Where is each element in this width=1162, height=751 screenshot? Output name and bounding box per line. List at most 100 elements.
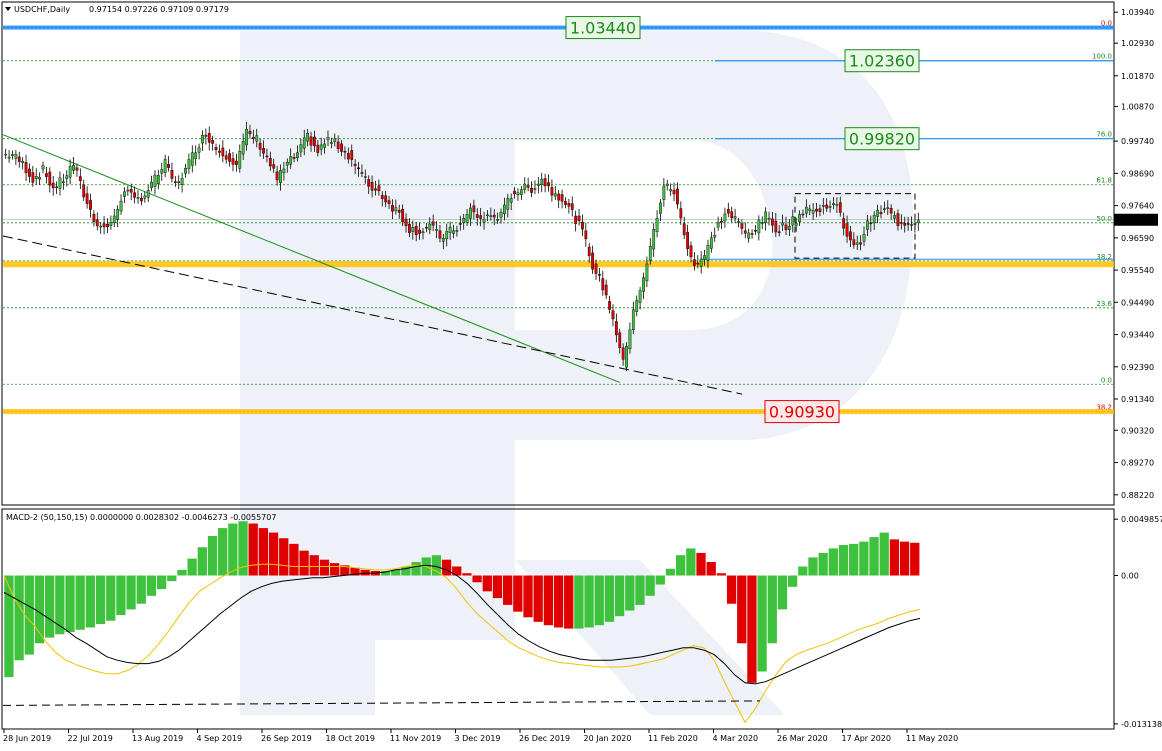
candle-body [126, 189, 130, 192]
candle-body [882, 208, 886, 210]
macd-histogram-bar [360, 569, 370, 576]
candle-body [218, 150, 221, 153]
macd-histogram-bar [655, 575, 665, 585]
macd-histogram-bar [116, 575, 126, 616]
candle-body [631, 309, 635, 331]
candle-body [801, 213, 805, 216]
macd-histogram-bar [492, 575, 503, 599]
symbol-label: USDCHF,Daily [14, 5, 70, 14]
candle-body [693, 259, 696, 266]
candle-body [720, 221, 723, 223]
candle-body [279, 170, 282, 183]
macd-histogram-bar [899, 541, 910, 576]
candle-body [119, 200, 123, 212]
macd-histogram-bar [177, 569, 187, 576]
lower-support-band [3, 409, 1114, 415]
macd-histogram-bar [676, 555, 686, 576]
macd-histogram-bar [726, 575, 737, 604]
candle-body [689, 245, 693, 258]
price-y-tick-label: 0.92390 [1121, 363, 1154, 372]
candle-body [170, 170, 174, 179]
candle-body [421, 231, 425, 234]
macd-histogram-bar [156, 575, 167, 590]
candle-body [547, 182, 550, 187]
candle-body [621, 347, 625, 360]
candle-body [408, 224, 411, 233]
candle-body [760, 222, 764, 224]
macd-histogram-bar [167, 575, 177, 582]
candle-body [889, 207, 893, 214]
candle-body [340, 143, 343, 152]
ohlc-label: 0.97154 0.97226 0.97109 0.97179 [89, 5, 229, 14]
candle-body [360, 172, 364, 174]
candle-body [438, 230, 442, 239]
macd-histogram-bar [869, 537, 879, 576]
macd-histogram-bar [55, 575, 65, 635]
x-tick-label: 11 Feb 2020 [648, 734, 698, 743]
macd-y-tick-label: 0.00 [1121, 572, 1139, 581]
candle-body [241, 140, 245, 155]
macd-panel-frame [1, 508, 1115, 730]
candle-body [180, 178, 184, 185]
macd-histogram-bar [75, 575, 85, 630]
macd-histogram-bar [594, 575, 604, 626]
macd-histogram-bar [553, 575, 564, 628]
candle-body [611, 310, 615, 320]
macd-histogram-bar [452, 566, 462, 576]
candle-body [726, 209, 730, 214]
candle-body [160, 169, 164, 174]
candle-body [587, 246, 591, 256]
macd-histogram-bar [340, 565, 350, 576]
candle-body [319, 144, 323, 150]
key-level-box [764, 400, 840, 424]
candle-body [659, 202, 662, 214]
chart-menu-icon[interactable] [5, 7, 11, 11]
macd-histogram-bar [289, 543, 299, 576]
candle-body [309, 136, 313, 146]
macd-histogram-bar [665, 568, 676, 576]
macd-histogram-bar [818, 552, 828, 576]
candle-body [672, 189, 676, 195]
candle-body [591, 252, 595, 270]
candle-body [248, 130, 252, 135]
candle-body [499, 211, 503, 218]
x-tick-label: 20 Jan 2020 [584, 734, 632, 743]
candle-body [65, 175, 69, 179]
candle-body [326, 137, 330, 141]
macd-histogram-bar [696, 552, 706, 576]
candle-body [214, 147, 218, 151]
candle-body [665, 183, 669, 186]
macd-histogram-bar [319, 559, 330, 576]
macd-signal-line [3, 563, 921, 724]
candle-body [346, 153, 350, 160]
fib-level-label: 61.8 [1096, 177, 1112, 185]
candle-body [68, 166, 72, 178]
macd-histogram-bar [513, 575, 523, 612]
candle-body [804, 206, 808, 214]
candle-body [289, 156, 293, 165]
macd-layer [2, 521, 921, 724]
candle-body [791, 216, 795, 226]
macd-histogram-bar [584, 575, 594, 628]
macd-main-line [3, 564, 921, 685]
candle-body [560, 194, 564, 202]
candle-body [306, 132, 310, 142]
candle-body [828, 206, 832, 208]
candle-body [357, 167, 360, 169]
price-y-tick-label: 1.03940 [1121, 8, 1154, 17]
candle-body [469, 207, 472, 219]
macd-histogram-bar [187, 558, 197, 576]
macd-histogram-bar [716, 573, 727, 576]
candle-body [228, 153, 231, 162]
price-y-tick-label: 0.88220 [1121, 491, 1154, 500]
macd-histogram-bar [329, 563, 340, 576]
candle-body [329, 142, 333, 144]
candle-body [699, 258, 703, 267]
price-y-tick-label: 0.93440 [1121, 331, 1154, 340]
candle-body [652, 228, 656, 250]
macd-histogram-bar [299, 550, 309, 576]
candle-body [462, 218, 466, 223]
candle-body [143, 195, 147, 199]
macd-histogram-bar [411, 561, 421, 576]
